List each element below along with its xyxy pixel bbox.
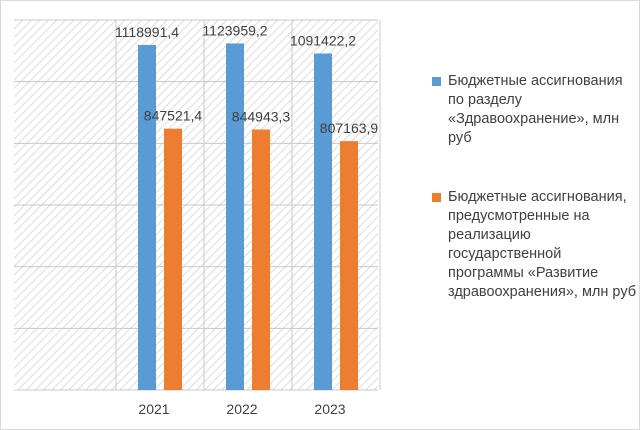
data-label: 1118991,4 [115,24,179,40]
bar-state-program-2021 [164,128,182,390]
x-tick-label: 2021 [138,401,169,417]
data-label: 1123959,2 [202,22,267,38]
bar-health-section-2023 [314,53,332,391]
bars [138,43,358,391]
legend-swatch-blue [432,77,441,86]
bar-health-section-2021 [138,44,156,390]
legend-item-state-program: Бюджетные ассигнования, предусмотренные … [432,188,637,302]
data-labels: 1118991,4 1123959,2 1091422,2 847521,4 84494… [115,22,378,136]
data-label: 844943,3 [232,108,291,124]
bar-state-program-2022 [252,129,270,390]
legend-item-health-section: Бюджетные ассигнования по разделу «Здрав… [432,72,637,148]
x-axis-ticks: 2021 2022 2023 [138,401,345,417]
bar-state-program-2023 [340,141,358,390]
bar-health-section-2022 [226,43,244,390]
data-label: 807163,9 [320,120,379,136]
x-tick-label: 2023 [314,401,345,417]
data-label: 847521,4 [144,108,203,124]
data-label: 1091422,2 [290,32,356,48]
legend-label-health-section: Бюджетные ассигнования по разделу «Здрав… [448,73,623,146]
legend-label-state-program: Бюджетные ассигнования, предусмотренные … [448,189,637,300]
legend: Бюджетные ассигнования по разделу «Здрав… [432,72,637,302]
legend-swatch-orange [432,193,441,202]
x-tick-label: 2022 [226,401,257,417]
